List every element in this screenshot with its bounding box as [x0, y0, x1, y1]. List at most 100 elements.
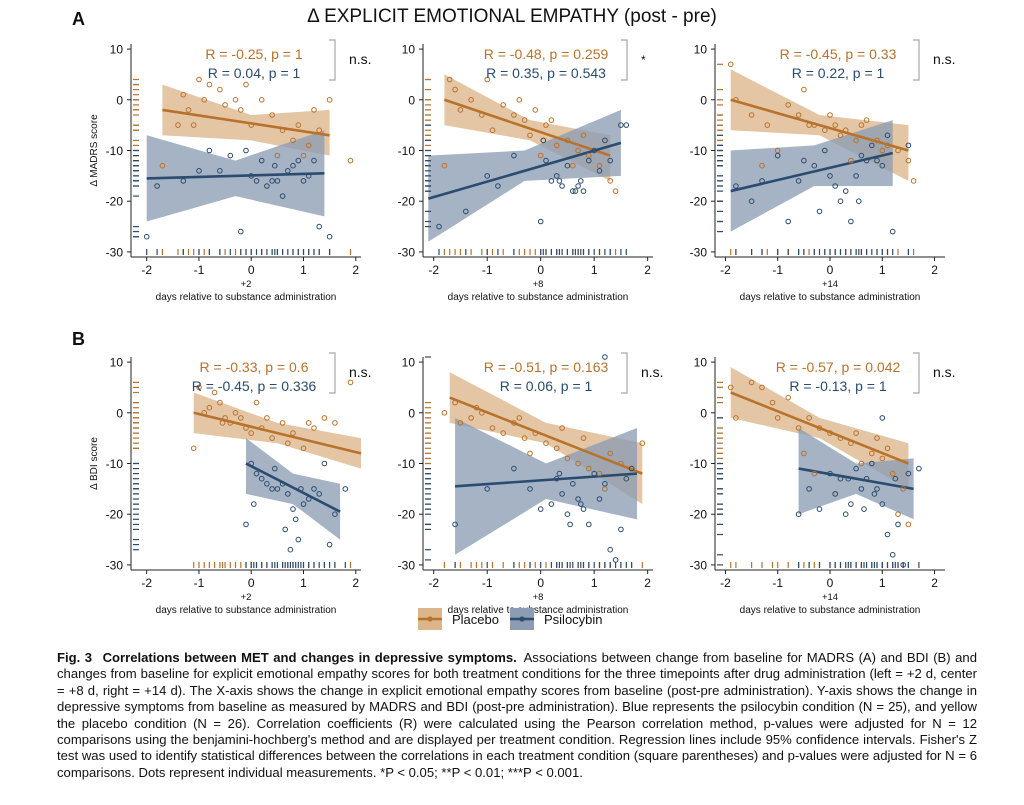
timepoint-label: +8 — [533, 279, 544, 290]
data-point-psilocybin — [811, 162, 818, 169]
data-point-placebo — [607, 450, 614, 457]
y-tick-label: 10 — [694, 43, 708, 57]
x-tick-label: 0 — [248, 263, 255, 277]
data-point-psilocybin — [452, 521, 458, 528]
data-point-psilocybin — [248, 173, 254, 179]
data-point-psilocybin — [874, 157, 880, 164]
stat-psilocybin: R = -0.45, p = 0.336 — [192, 378, 317, 394]
data-point-placebo — [180, 91, 187, 98]
comparison-label: n.s. — [349, 51, 372, 67]
data-point-psilocybin — [564, 162, 571, 169]
data-point-psilocybin — [311, 157, 317, 164]
data-point-psilocybin — [848, 218, 854, 225]
data-point-psilocybin — [548, 178, 555, 184]
legend-dot-placebo — [427, 616, 433, 622]
data-point-psilocybin — [570, 481, 576, 487]
data-point-placebo — [219, 420, 226, 426]
data-point-placebo — [858, 122, 865, 128]
data-point-placebo — [347, 157, 354, 164]
legend-item-psilocybin: Psilocybin — [510, 608, 603, 630]
data-point-placebo — [300, 152, 307, 159]
y-tick-label: 0 — [116, 406, 123, 420]
data-point-placebo — [586, 465, 592, 472]
figure: Δ EXPLICIT EMOTIONAL EMPATHY (post - pre… — [72, 6, 956, 630]
data-point-psilocybin — [564, 511, 571, 518]
data-point-psilocybin — [869, 460, 875, 467]
data-point-psilocybin — [795, 178, 802, 184]
stat-placebo: R = -0.51, p = 0.163 — [484, 359, 609, 375]
data-point-placebo — [748, 112, 755, 118]
data-point-psilocybin — [575, 183, 581, 189]
timepoint-label: +8 — [533, 592, 544, 603]
data-point-placebo — [832, 122, 839, 128]
data-point-placebo — [612, 188, 619, 194]
data-point-psilocybin — [845, 475, 852, 482]
data-point-psilocybin — [905, 470, 912, 477]
data-point-psilocybin — [295, 536, 302, 543]
y-tick-label: -30 — [690, 245, 708, 259]
data-point-psilocybin — [287, 546, 294, 553]
data-point-placebo — [774, 147, 781, 154]
data-point-placebo — [248, 122, 254, 128]
data-point-psilocybin — [332, 511, 338, 518]
confidence-band-psilocybin — [798, 428, 914, 520]
data-point-psilocybin — [623, 122, 630, 128]
data-point-placebo — [795, 425, 802, 431]
data-point-psilocybin — [889, 552, 896, 558]
data-point-placebo — [596, 470, 603, 477]
data-point-placebo — [232, 97, 239, 103]
data-point-placebo — [290, 137, 296, 144]
y-tick-label: -30 — [398, 245, 416, 259]
data-point-psilocybin — [774, 152, 781, 159]
data-point-psilocybin — [279, 193, 286, 199]
caption-title: Correlations between MET and changes in … — [102, 650, 517, 665]
data-point-placebo — [243, 425, 249, 431]
y-tick-label: 0 — [408, 406, 415, 420]
data-point-psilocybin — [848, 501, 854, 507]
data-point-placebo — [489, 127, 496, 133]
y-tick-label: -10 — [690, 144, 708, 158]
data-point-psilocybin — [279, 481, 286, 487]
data-point-placebo — [441, 410, 448, 416]
data-point-psilocybin — [316, 491, 323, 497]
data-point-psilocybin — [602, 137, 608, 144]
data-point-psilocybin — [253, 470, 260, 477]
data-point-placebo — [874, 435, 880, 441]
data-point-placebo — [764, 122, 771, 128]
stat-psilocybin: R = 0.22, p = 1 — [792, 65, 885, 81]
data-point-placebo — [321, 415, 328, 421]
data-point-placebo — [837, 132, 844, 139]
y-tick-label: 10 — [402, 43, 416, 57]
data-point-placebo — [822, 127, 828, 133]
y-tick-label: 10 — [402, 356, 416, 370]
data-point-psilocybin — [889, 228, 896, 235]
data-point-psilocybin — [290, 506, 296, 512]
data-point-psilocybin — [540, 137, 547, 144]
confidence-band-psilocybin — [455, 417, 637, 555]
data-point-placebo — [596, 162, 603, 169]
data-point-placebo — [895, 147, 901, 154]
data-point-psilocybin — [570, 188, 576, 194]
y-tick-label: -10 — [398, 144, 416, 158]
data-point-psilocybin — [305, 173, 312, 179]
data-point-psilocybin — [628, 465, 635, 472]
data-point-placebo — [559, 425, 565, 431]
data-point-psilocybin — [243, 147, 249, 154]
data-point-placebo — [201, 410, 207, 416]
data-point-placebo — [905, 157, 912, 164]
data-point-psilocybin — [543, 157, 549, 164]
data-point-placebo — [457, 107, 464, 113]
data-point-placebo — [801, 86, 807, 93]
data-point-psilocybin — [853, 465, 859, 472]
y-tick-label: -30 — [398, 558, 416, 572]
data-point-placebo — [607, 178, 614, 184]
data-point-psilocybin — [827, 173, 833, 179]
comparison-bracket — [913, 39, 920, 81]
x-tick-label: 0 — [248, 576, 255, 590]
figure-caption: Fig. 3 Correlations between MET and chan… — [57, 650, 977, 781]
data-point-placebo — [446, 76, 453, 83]
data-point-psilocybin — [274, 178, 281, 184]
data-point-placebo — [795, 112, 802, 118]
data-point-placebo — [521, 435, 528, 441]
